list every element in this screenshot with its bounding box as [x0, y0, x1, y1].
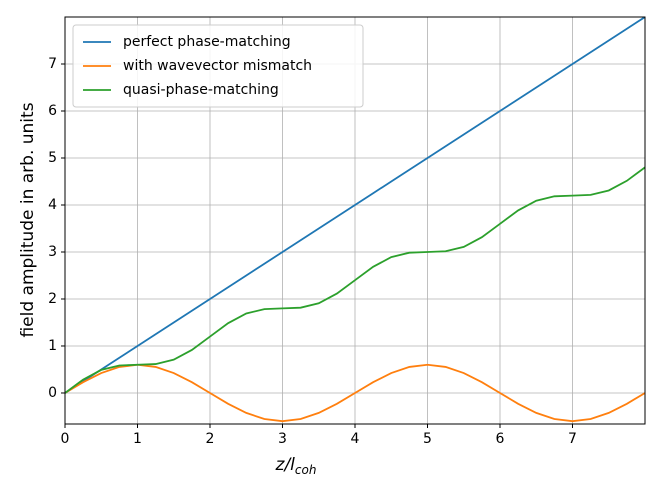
plot-frame [64, 16, 646, 425]
data-line [65, 17, 645, 394]
x-label-main: z/l [275, 455, 296, 475]
y-tick-label: 3 [48, 244, 57, 260]
x-label-subscript: coh [295, 463, 317, 477]
legend-label: quasi-phase-matching [123, 82, 279, 98]
y-tick-label: 2 [48, 291, 57, 307]
data-line [65, 363, 645, 423]
legend-box [72, 24, 364, 108]
x-tick-label: 3 [278, 431, 287, 447]
y-tick-label: 7 [48, 56, 57, 72]
legend-label: perfect phase-matching [123, 34, 291, 50]
x-tick-label: 1 [133, 431, 142, 447]
data-line [65, 166, 645, 394]
x-tick-label: 5 [423, 431, 432, 447]
x-tick-label: 4 [351, 431, 360, 447]
legend-label: with wavevector mismatch [123, 58, 312, 74]
y-tick-label: 6 [48, 103, 57, 119]
y-tick-label: 4 [48, 197, 57, 213]
y-axis-label: field amplitude in arb. units [18, 102, 38, 337]
y-tick-label: 1 [48, 338, 57, 354]
x-tick-label: 2 [206, 431, 215, 447]
x-tick-label: 6 [496, 431, 505, 447]
x-axis-label: z/lcoh [275, 455, 317, 477]
y-tick-label: 5 [48, 150, 57, 166]
x-tick-label: 0 [61, 431, 70, 447]
x-tick-label: 7 [568, 431, 577, 447]
y-tick-label: 0 [48, 385, 57, 401]
